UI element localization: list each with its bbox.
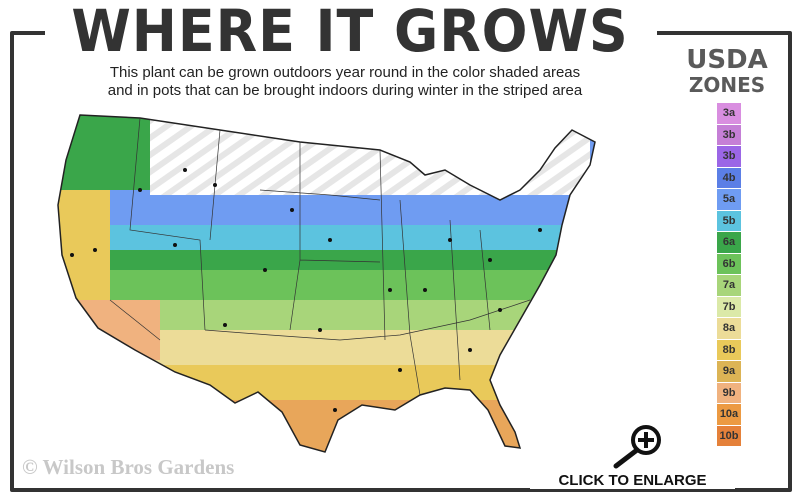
legend-title: USDA ZONES [672, 46, 782, 96]
magnifier-plus-icon[interactable] [610, 422, 666, 470]
legend-swatch-10b: 10b [717, 425, 741, 446]
legend-swatch-4b: 4b [717, 167, 741, 188]
legend-swatch-5a: 5a [717, 189, 741, 210]
legend-title-line-2: ZONES [688, 73, 766, 97]
click-to-enlarge-button[interactable]: CLICK TO ENLARGE [530, 472, 735, 489]
legend-swatch-9a: 9a [717, 361, 741, 382]
zone-legend: 3a 3b 3b 4b 5a 5b 6a 6b 7a 7b 8a 8b 9a 9b 10a 10b [717, 103, 741, 447]
legend-swatch-5b: 5b [717, 210, 741, 231]
page-title: WHERE IT GROWS [71, 0, 629, 65]
legend-swatch-10a: 10a [717, 404, 741, 425]
legend-swatch-7a: 7a [717, 275, 741, 296]
legend-swatch-3b: 3b [717, 146, 741, 167]
legend-swatch-7b: 7b [717, 296, 741, 317]
legend-swatch-6b: 6b [717, 253, 741, 274]
zone-band-westcoast [58, 190, 110, 300]
legend-swatch-8b: 8b [717, 339, 741, 360]
copyright-watermark: © Wilson Bros Gardens [22, 455, 235, 479]
legend-swatch-3b: 3b [717, 124, 741, 145]
legend-swatch-8a: 8a [717, 318, 741, 339]
subtitle-line-2: and in pots that can be brought indoors … [107, 82, 583, 99]
city-dots [70, 168, 542, 412]
subtitle-line-1: This plant can be grown outdoors year ro… [109, 64, 581, 81]
legend-swatch-3a: 3a [717, 103, 741, 124]
legend-swatch-6a: 6a [717, 232, 741, 253]
legend-swatch-9b: 9b [717, 382, 741, 403]
frame-gap [45, 25, 657, 39]
legend-title-line-1: USDA [686, 45, 768, 75]
subtitle: This plant can be grown outdoors year ro… [40, 64, 650, 100]
